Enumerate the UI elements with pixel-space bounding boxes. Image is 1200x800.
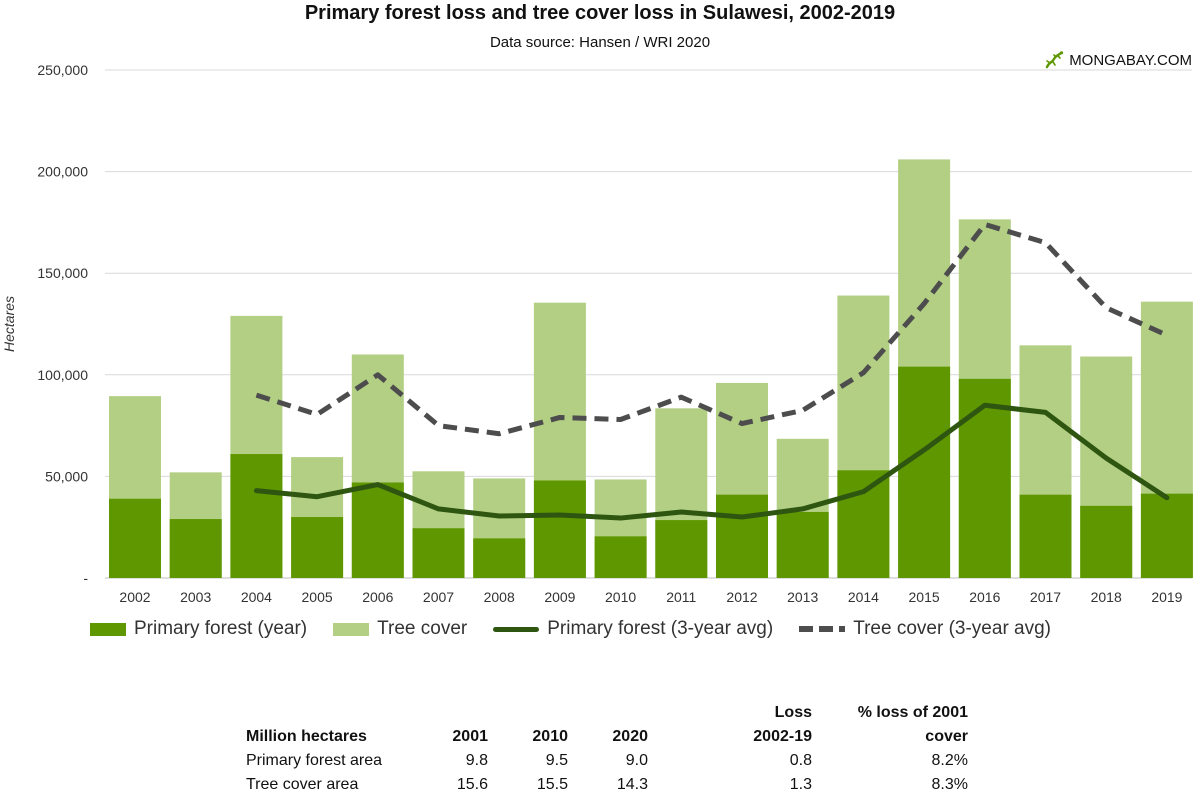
y-tick-label: 200,000 — [37, 164, 88, 180]
summary-cell: Tree cover area — [246, 776, 359, 793]
bar-primary-forest — [473, 538, 526, 578]
legend-swatch-tree-dash — [799, 626, 846, 632]
summary-header: Million hectares 2001 2010 2020 2002-19 … — [246, 722, 968, 746]
bar-primary-forest — [716, 494, 768, 578]
y-tick-label: 250,000 — [37, 62, 88, 78]
summary-cell: 14.3 — [616, 776, 648, 793]
legend-label: Tree cover (3-year avg) — [853, 618, 1052, 639]
bar-primary-forest — [291, 517, 344, 578]
chart-title: Primary forest loss and tree cover loss … — [304, 2, 896, 24]
bar-primary-forest — [351, 482, 404, 578]
summary-cell — [416, 698, 488, 722]
x-tick-label: 2004 — [241, 589, 272, 605]
x-tick-label: 2018 — [1091, 589, 1122, 605]
summary-row: Tree cover area 15.6 15.5 14.3 1.3 8.3% — [246, 770, 968, 794]
x-tick-label: 2003 — [180, 589, 211, 605]
x-tick-label: 2017 — [1030, 589, 1061, 605]
x-tick-label: 2009 — [544, 589, 575, 605]
x-tick-label: 2005 — [302, 589, 333, 605]
x-tick-label: 2011 — [666, 589, 696, 605]
x-tick-label: 2002 — [119, 589, 150, 605]
y-tick-label: 50,000 — [45, 468, 88, 484]
summary-cell: % loss of 2001 — [857, 704, 968, 721]
chart-legend: Primary forest (year) Tree cover Primary… — [90, 618, 1077, 640]
x-tick-label: 2014 — [848, 589, 879, 605]
summary-cell: Million hectares — [246, 728, 367, 745]
legend-swatch-primary-line — [493, 626, 540, 632]
summary-cell: Loss — [774, 704, 812, 721]
summary-table: Loss % loss of 2001 Million hectares 200… — [246, 698, 968, 794]
summary-cell: 2010 — [532, 728, 568, 745]
bar-primary-forest — [776, 511, 829, 578]
bar-primary-forest — [109, 498, 161, 578]
summary-cell: 8.3% — [931, 776, 968, 793]
line-primary-forest-avg — [253, 402, 1170, 521]
bar-primary-forest — [1080, 505, 1133, 578]
brand-logo: MONGABAY.COM — [1043, 50, 1192, 70]
x-tick-label: 2008 — [484, 589, 515, 605]
bar-primary-forest — [1019, 494, 1072, 578]
x-tick-label: 2016 — [969, 589, 1000, 605]
x-tick-label: 2013 — [787, 589, 818, 605]
y-tick-label: 100,000 — [37, 367, 88, 383]
bar-primary-forest — [169, 519, 222, 578]
bar-primary-forest — [655, 520, 708, 578]
y-tick-label: 150,000 — [37, 265, 88, 281]
summary-cell — [568, 698, 648, 722]
bar-primary-forest — [958, 378, 1011, 578]
summary-cell: 2002-19 — [753, 728, 812, 745]
legend-item-primary-forest-avg: Primary forest (3-year avg) — [493, 618, 773, 640]
summary-cell: Primary forest area — [246, 752, 383, 769]
summary-cell: 2020 — [612, 728, 648, 745]
bar-primary-forest — [412, 528, 465, 578]
x-tick-label: 2012 — [726, 589, 757, 605]
x-tick-label: 2010 — [605, 589, 636, 605]
legend-swatch-primary-bar — [90, 622, 126, 636]
summary-cell: 2001 — [452, 728, 488, 745]
x-tick-label: 2007 — [423, 589, 454, 605]
legend-swatch-tree-bar — [333, 622, 370, 636]
summary-cell: 9.0 — [625, 752, 648, 769]
line-tree-cover-avg — [255, 221, 1168, 437]
y-tick-label: - — [83, 570, 88, 586]
x-tick-label: 2015 — [909, 589, 940, 605]
legend-item-tree-cover-avg: Tree cover (3-year avg) — [799, 618, 1051, 640]
x-tick-label: 2006 — [362, 589, 393, 605]
bar-primary-forest — [898, 366, 951, 578]
bar-primary-forest — [1140, 493, 1193, 578]
summary-cell: 15.6 — [456, 776, 488, 793]
summary-cell: 9.5 — [545, 752, 568, 769]
legend-label: Primary forest (3-year avg) — [547, 618, 774, 639]
chart-subtitle: Data source: Hansen / WRI 2020 — [489, 34, 711, 51]
legend-item-tree-cover: Tree cover — [333, 618, 467, 640]
summary-cell: 0.8 — [789, 752, 812, 769]
summary-cell: 15.5 — [536, 776, 568, 793]
y-axis-label: Hectares — [1, 296, 17, 352]
summary-cell: 1.3 — [789, 776, 812, 793]
x-tick-label: 2019 — [1151, 589, 1182, 605]
summary-cell: 8.2% — [931, 752, 968, 769]
summary-cell — [246, 698, 416, 722]
legend-label: Tree cover — [377, 618, 468, 639]
brand-name: MONGABAY.COM — [1069, 51, 1192, 69]
gecko-icon — [1045, 51, 1064, 69]
bar-primary-forest — [230, 454, 283, 578]
summary-cell: 9.8 — [465, 752, 488, 769]
bar-primary-forest — [533, 480, 586, 578]
bar-primary-forest — [594, 536, 647, 578]
legend-label: Primary forest (year) — [134, 618, 308, 639]
summary-cell: cover — [925, 728, 968, 745]
summary-cell — [488, 698, 568, 722]
legend-item-primary-forest-year: Primary forest (year) — [90, 618, 307, 640]
summary-header-top: Loss % loss of 2001 — [246, 698, 968, 722]
bar-primary-forest — [837, 470, 890, 578]
summary-row: Primary forest area 9.8 9.5 9.0 0.8 8.2% — [246, 746, 968, 770]
